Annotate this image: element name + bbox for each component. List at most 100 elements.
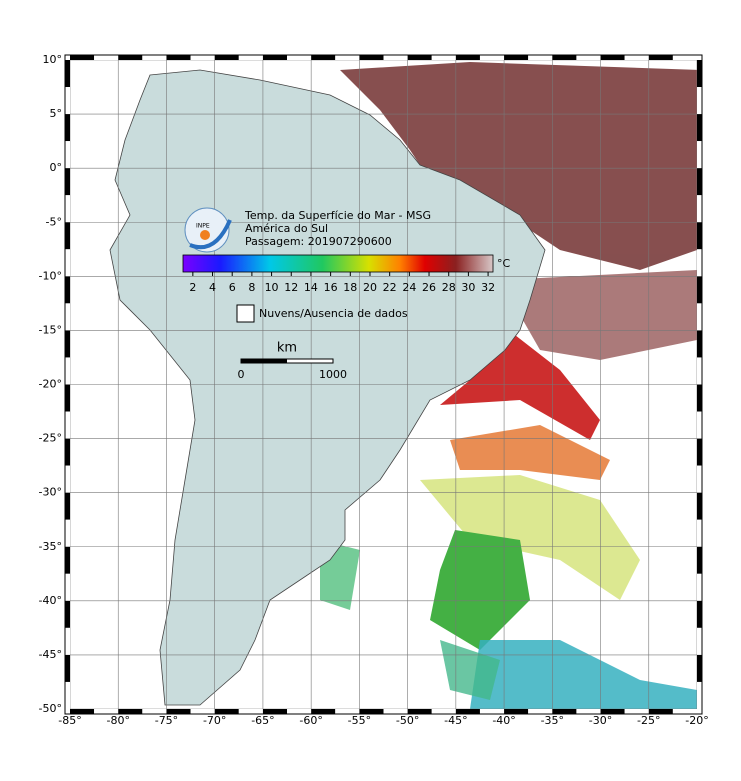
subtitle: América do Sul [245,222,328,235]
frame-segment [65,60,70,88]
title: Temp. da Superfície do Mar - MSG [244,209,431,222]
frame-segment [214,55,239,60]
frame-segment [262,709,288,714]
frame-segment [214,709,239,714]
frame-segment [552,709,577,714]
frame-segment [142,55,167,60]
y-tick-label: -30° [39,486,62,499]
y-tick-label: -35° [39,540,62,553]
frame-segment [262,55,288,60]
frame-segment [335,709,360,714]
frame-segment [697,681,702,709]
scale-bar: km 0 1000 [238,341,348,382]
frame-outline [64,54,703,715]
colorbar-label: 32 [481,281,495,294]
y-tick-label: -20° [39,378,62,391]
frame-segment [697,546,702,574]
frame-segment [697,87,702,115]
frame-segment [311,709,336,714]
x-tick-label: -30° [589,714,612,727]
frame-segment [600,709,625,714]
frame-segment [624,709,649,714]
frame-segment [65,681,70,709]
frame-segment [65,573,70,601]
frame-segment [383,709,408,714]
frame-segment [672,709,697,714]
frame-segment [697,303,702,331]
scale-label: 0 [238,368,245,381]
frame-segment [65,222,70,250]
x-tick-label: -25° [637,714,660,727]
frame-segment [407,55,432,60]
frame-segment [65,276,70,304]
x-tick-label: -80° [106,714,129,727]
frame-segment [65,384,70,412]
logo: INPE [184,207,232,253]
frame-segment [94,709,119,714]
scale-unit: km [277,341,297,356]
frame-segment [65,330,70,358]
map-border [64,54,703,715]
colorbar-label: 2 [189,281,196,294]
y-tick-label: -25° [39,432,62,445]
colorbar-label: 16 [324,281,338,294]
frame-segment [697,600,702,628]
x-tick-label: -45° [444,714,467,727]
y-tick-label: 10° [43,53,63,66]
scale-label: 1000 [319,368,347,381]
colorbar-label: 12 [284,281,298,294]
x-tick-label: -20° [685,714,708,727]
frame-segment [552,55,577,60]
frame-segment [697,627,702,655]
frame-segment [479,709,505,714]
frame-segment [65,141,70,169]
frame-segment [697,141,702,169]
colorbar-label: 18 [343,281,357,294]
frame-segment [70,709,95,714]
frame-segment [287,709,312,714]
frame-segment [576,709,601,714]
frame-segment [431,709,456,714]
frame-segment [238,709,263,714]
frame-segment [65,195,70,223]
frame-segment [528,709,553,714]
y-tick-label: -40° [39,594,62,607]
frame-segment [697,60,702,88]
frame-segment [70,55,95,60]
x-tick-label: -40° [492,714,515,727]
frame-segment [65,114,70,142]
colorbar-label: 26 [422,281,436,294]
colorbar-label: 8 [248,281,255,294]
frame-segment [166,709,191,714]
frame-segment [65,546,70,574]
frame-segment [65,600,70,628]
frame-segment [65,357,70,385]
frame-segment [190,709,215,714]
frame-segment [697,654,702,682]
frame-segment [697,384,702,412]
frame-segment [528,55,553,60]
frame-segment [287,55,312,60]
colorbar [182,254,494,273]
colorbar-label: 6 [229,281,236,294]
x-tick-label: -70° [203,714,226,727]
frame-segment [697,330,702,358]
frame-segment [624,55,649,60]
frame-segment [697,168,702,196]
y-tick-label: 0° [50,161,63,174]
colorbar-label: 30 [461,281,475,294]
frame-segment [65,303,70,331]
frame-segment [697,438,702,466]
frame-segment [455,709,480,714]
frame-segment [697,465,702,493]
x-tick-label: -55° [348,714,371,727]
x-tick-label: -75° [155,714,178,727]
map-area [70,60,697,709]
colorbar-unit: °C [497,257,511,270]
frame-segment [65,492,70,520]
y-tick-label: -50° [39,702,62,715]
frame-segment [65,519,70,547]
frame-segment [648,709,673,714]
x-tick-label: -60° [299,714,322,727]
